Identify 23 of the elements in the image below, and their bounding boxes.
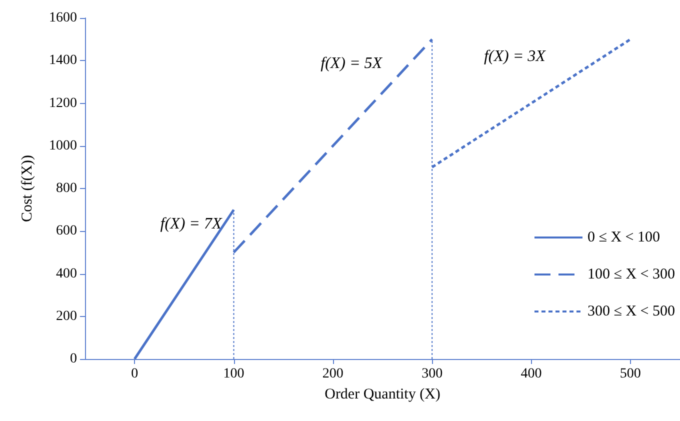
x-tick-label: 200: [322, 366, 344, 382]
annotation: f(X) = 7X: [160, 215, 223, 232]
x-tick-label: 400: [520, 366, 542, 382]
y-tick-label: 600: [56, 224, 77, 239]
legend-label: 300 ≤ X < 500: [587, 304, 676, 320]
y-tick-label: 200: [56, 308, 77, 324]
legend-label: 100 ≤ X < 300: [587, 266, 676, 282]
y-tick-label: 1000: [49, 138, 77, 154]
x-tick-label: 500: [620, 366, 641, 382]
legend-label: 0 ≤ X < 100: [587, 230, 660, 246]
y-axis-title: Cost (f(X)): [20, 154, 36, 222]
x-tick-label: 100: [223, 366, 244, 382]
x-tick-label: 0: [131, 366, 138, 382]
annotation: f(X) = 3X: [484, 48, 547, 65]
y-tick-label: 400: [56, 266, 77, 282]
annotation: f(X) = 5X: [320, 54, 384, 72]
y-tick-label: 1600: [49, 10, 77, 26]
y-tick-label: 800: [56, 181, 77, 196]
x-tick-label: 300: [422, 366, 443, 382]
x-axis-title: Order Quantity (X): [324, 386, 440, 402]
y-tick-label: 0: [70, 352, 77, 366]
y-tick-label: 1200: [49, 96, 77, 111]
y-tick-label: 1400: [49, 53, 77, 68]
